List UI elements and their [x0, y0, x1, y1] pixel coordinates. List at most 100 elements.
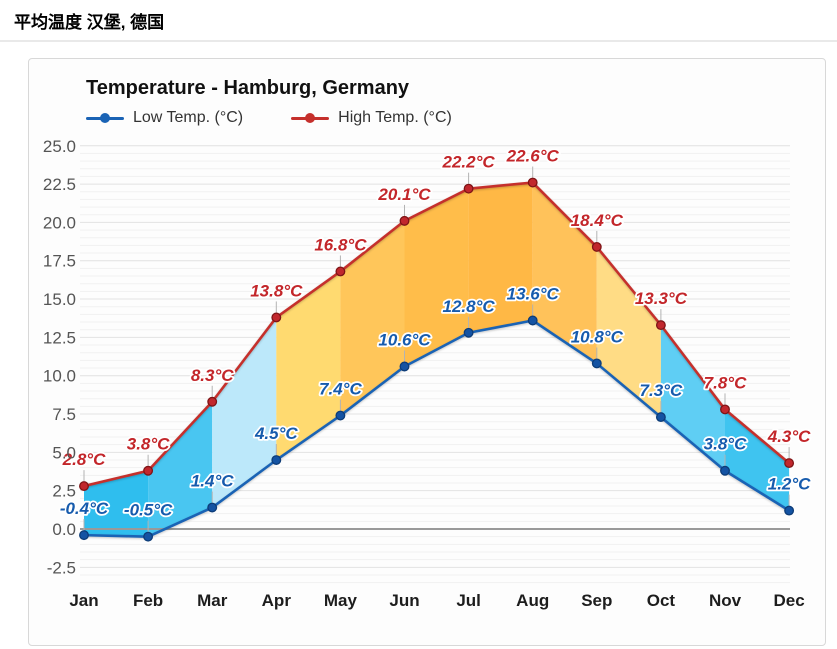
low-temp-line — [83, 319, 790, 538]
y-axis-tick: 25.0 — [43, 137, 76, 156]
x-axis-month-labels: Jan Feb Mar Apr May Jun Jul Aug Sep Oct Nov Dec — [69, 591, 804, 610]
high-temp-point-oct[interactable] — [655, 320, 666, 331]
y-axis-tick: 17.5 — [43, 252, 76, 271]
high-temp-value-label: 16.8°C — [314, 235, 367, 254]
low-temp-value-label: 13.6°C — [507, 285, 560, 304]
low-temp-point-jun[interactable] — [399, 361, 410, 372]
low-temp-value-label: 3.8°C — [704, 435, 747, 454]
high-series-line-dot-icon — [291, 113, 330, 123]
low-temp-point-may[interactable] — [335, 410, 346, 421]
high-temp-point-apr[interactable] — [271, 312, 282, 323]
x-axis-month-dec: Dec — [774, 591, 805, 610]
y-axis-tick: 10.0 — [43, 367, 76, 386]
low-temp-point-mar[interactable] — [207, 502, 218, 513]
chart-title: Temperature - Hamburg, Germany — [86, 77, 410, 99]
x-axis-month-feb: Feb — [133, 591, 163, 610]
x-axis-month-jun: Jun — [389, 591, 419, 610]
low-series-line-dot-icon — [86, 113, 124, 123]
low-temp-value-label: 10.8°C — [571, 327, 624, 346]
y-axis-tick: 2.5 — [52, 482, 76, 501]
high-temp-point-jul[interactable] — [463, 183, 474, 194]
legend-label-high: High Temp. (°C) — [338, 109, 452, 126]
x-axis-month-oct: Oct — [647, 591, 676, 610]
y-axis-tick: 7.5 — [52, 405, 76, 424]
high-temp-value-label: 13.3°C — [635, 289, 688, 308]
y-axis-tick: 22.5 — [43, 175, 76, 194]
temperature-range-band-jan — [84, 470, 149, 537]
data-point-markers[interactable] — [79, 177, 795, 542]
y-axis-tick: 5.0 — [52, 443, 76, 462]
x-axis-month-mar: Mar — [197, 591, 228, 610]
temperature-range-band-apr — [276, 271, 341, 461]
high-temp-point-dec[interactable] — [784, 458, 795, 469]
high-temp-value-label: 18.4°C — [571, 211, 624, 230]
low-temp-value-label: 10.6°C — [378, 331, 431, 350]
x-axis-month-apr: Apr — [262, 591, 292, 610]
chart-legend: Low Temp. (°C) High Temp. (°C) — [86, 106, 825, 130]
temperature-range-band-jul — [468, 182, 533, 333]
temperature-chart: -0.4°C -0.5°C 1.4°C 4.5°C 7.4°C 10.6°C 12.8°C 1… — [43, 137, 813, 610]
high-temp-value-label: 3.8°C — [127, 435, 170, 454]
area-bands — [84, 182, 790, 537]
x-axis-month-jan: Jan — [69, 591, 98, 610]
y-axis-tick: 20.0 — [43, 213, 76, 232]
chart-card: Temperature - Hamburg, Germany Low Temp.… — [28, 58, 826, 646]
high-temp-point-jun[interactable] — [399, 215, 410, 226]
y-axis-tick: 12.5 — [43, 328, 76, 347]
high-temp-value-label: 20.1°C — [377, 185, 431, 204]
y-axis-tick: 15.0 — [43, 290, 76, 309]
low-temp-point-jul[interactable] — [463, 327, 474, 338]
temperature-range-band-sep — [596, 246, 661, 418]
temperature-range-band-nov — [725, 409, 790, 511]
low-temp-value-label: 7.4°C — [319, 380, 362, 399]
low-temp-value-label: 1.2°C — [768, 475, 811, 494]
low-temp-value-label: 12.8°C — [443, 297, 496, 316]
label-leader-lines — [83, 166, 790, 532]
low-temp-point-jan[interactable] — [79, 530, 89, 541]
x-axis-month-may: May — [324, 591, 358, 610]
high-temp-point-feb[interactable] — [143, 465, 154, 476]
high-temp-value-label: 7.8°C — [704, 373, 747, 392]
high-temp-point-sep[interactable] — [591, 241, 602, 252]
header-divider — [0, 40, 837, 42]
temperature-range-band-may — [340, 220, 405, 416]
series-lines — [83, 181, 790, 538]
high-temp-value-label: 13.8°C — [250, 281, 303, 300]
y-axis-tick: -2.5 — [47, 558, 76, 577]
high-temp-value-label: 4.3°C — [767, 427, 811, 446]
legend-item-low-temp[interactable]: Low Temp. (°C) — [86, 109, 243, 127]
legend-item-high-temp[interactable]: High Temp. (°C) — [291, 109, 452, 127]
low-temp-point-apr[interactable] — [271, 455, 282, 465]
temperature-range-band-mar — [212, 317, 277, 508]
low-temp-point-aug[interactable] — [527, 315, 538, 326]
x-axis-month-sep: Sep — [581, 591, 612, 610]
x-axis-month-aug: Aug — [516, 591, 549, 610]
high-temp-point-may[interactable] — [335, 266, 346, 277]
temperature-range-band-jun — [404, 188, 469, 367]
x-axis-month-jul: Jul — [456, 591, 481, 610]
temperature-range-band-aug — [532, 182, 597, 364]
low-temp-point-nov[interactable] — [720, 465, 730, 476]
high-temp-value-label: 22.6°C — [506, 147, 560, 166]
low-temp-point-feb[interactable] — [143, 531, 154, 542]
low-temp-value-label: 4.5°C — [254, 424, 298, 443]
high-temp-line — [83, 181, 790, 488]
low-temp-point-dec[interactable] — [784, 505, 795, 516]
low-temp-point-oct[interactable] — [655, 412, 666, 423]
low-temp-value-label: 7.3°C — [640, 381, 683, 400]
low-temp-value-label: -0.5°C — [124, 501, 173, 520]
x-axis-month-nov: Nov — [709, 591, 742, 610]
high-temp-point-mar[interactable] — [207, 396, 218, 407]
high-temp-point-nov[interactable] — [720, 404, 730, 415]
y-axis-tick: 0.0 — [52, 520, 76, 539]
high-temp-point-jan[interactable] — [79, 481, 89, 492]
y-axis-tick-labels: 25.0 22.5 20.0 17.5 15.0 12.5 10.0 7.5 5.0 2.5 0.0… — [43, 137, 76, 578]
low-temp-value-label: -0.4°C — [60, 499, 109, 518]
low-temp-point-sep[interactable] — [591, 358, 602, 369]
temperature-range-band-oct — [660, 325, 725, 471]
point-value-labels: -0.4°C -0.5°C 1.4°C 4.5°C 7.4°C 10.6°C 12.8°C 1… — [58, 145, 813, 522]
high-temp-point-aug[interactable] — [527, 177, 538, 188]
high-temp-value-label: 8.3°C — [191, 366, 234, 385]
temperature-range-band-feb — [148, 401, 213, 537]
low-temp-value-label: 1.4°C — [191, 472, 234, 491]
